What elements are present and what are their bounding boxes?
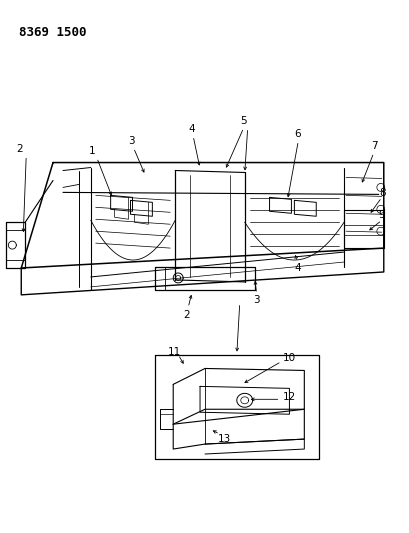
Text: 13: 13 <box>217 434 231 444</box>
Text: 12: 12 <box>282 392 295 402</box>
Text: 1: 1 <box>89 146 95 156</box>
Text: 7: 7 <box>370 141 377 151</box>
Text: 2: 2 <box>16 143 23 154</box>
Text: 8369 1500: 8369 1500 <box>19 26 87 39</box>
Text: 3: 3 <box>128 136 135 146</box>
Text: 10: 10 <box>282 352 295 362</box>
Text: 8: 8 <box>378 188 384 198</box>
Text: 3: 3 <box>252 295 258 305</box>
Text: 9: 9 <box>378 210 384 220</box>
Text: 5: 5 <box>239 116 246 126</box>
Text: 4: 4 <box>188 124 194 134</box>
Text: 4: 4 <box>294 263 300 273</box>
Text: 6: 6 <box>294 128 300 139</box>
Text: 11: 11 <box>168 346 181 357</box>
Text: 2: 2 <box>183 310 189 320</box>
